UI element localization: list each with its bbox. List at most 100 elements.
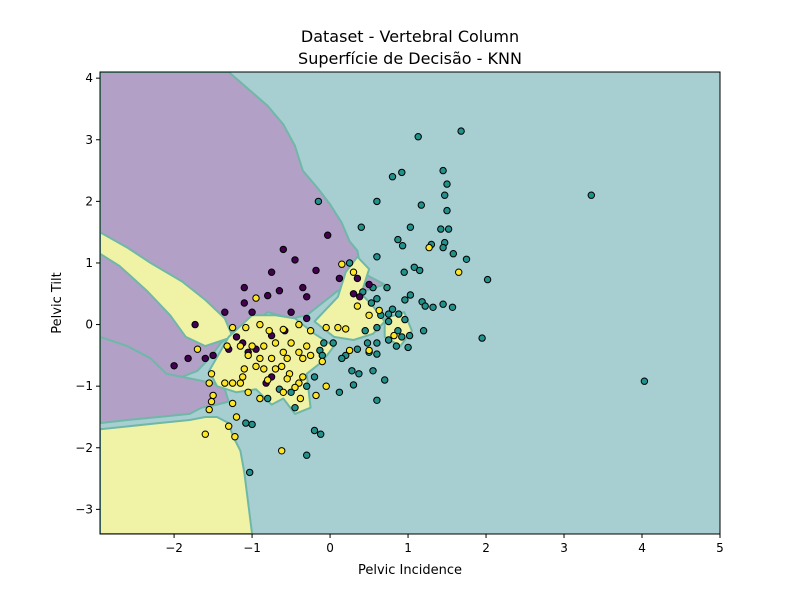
- data-point-class-1: [406, 223, 415, 231]
- data-point-class-0: [303, 293, 311, 301]
- data-point-class-1: [401, 296, 409, 304]
- data-point-class-2: [252, 362, 260, 371]
- data-point-class-2: [455, 268, 463, 276]
- data-point-class-0: [248, 308, 256, 316]
- data-point-class-2: [267, 354, 276, 363]
- data-point-class-1: [246, 468, 254, 477]
- data-point-class-1: [355, 370, 363, 378]
- x-axis-label: Pelvic Incidence: [358, 563, 462, 578]
- data-point-class-2: [306, 351, 315, 360]
- data-point-class-2: [228, 399, 237, 408]
- y-tick-label: 1: [85, 256, 93, 270]
- data-point-class-2: [240, 365, 249, 373]
- data-point-class-2: [312, 391, 320, 400]
- plot-area: [100, 72, 720, 534]
- data-point-class-2: [221, 379, 229, 387]
- data-point-class-0: [240, 283, 249, 292]
- data-point-class-2: [296, 394, 305, 403]
- data-point-class-0: [356, 293, 364, 301]
- data-point-class-0: [353, 274, 362, 283]
- y-axis: −3 −2 −1 0 1 2 3 4: [75, 71, 100, 516]
- data-point-class-1: [348, 367, 356, 375]
- data-point-class-2: [299, 354, 307, 363]
- data-point-class-0: [312, 266, 320, 275]
- data-point-class-2: [205, 379, 213, 387]
- data-point-class-1: [291, 404, 299, 412]
- data-point-class-1: [373, 339, 381, 347]
- data-point-class-1: [383, 283, 391, 292]
- data-point-class-2: [209, 391, 217, 400]
- x-tick-label: 5: [716, 541, 724, 555]
- data-point-class-0: [170, 362, 178, 370]
- x-tick-label: 3: [560, 541, 568, 555]
- data-point-class-2: [207, 370, 216, 378]
- data-point-class-1: [404, 343, 412, 352]
- decision-region-class-2: [100, 231, 234, 348]
- data-point-class-1: [421, 302, 429, 310]
- data-point-class-1: [417, 201, 425, 209]
- data-point-class-1: [392, 342, 401, 350]
- data-point-class-1: [303, 382, 311, 390]
- decision-region-class-2: [100, 416, 254, 534]
- data-point-class-1: [384, 310, 393, 318]
- data-point-class-1: [478, 334, 486, 342]
- data-point-class-1: [369, 367, 377, 375]
- data-point-class-1: [443, 206, 451, 215]
- data-point-class-2: [278, 447, 286, 455]
- data-point-class-2: [279, 388, 287, 396]
- data-point-class-1: [303, 451, 311, 459]
- data-point-class-0: [335, 274, 344, 283]
- data-point-class-0: [232, 333, 241, 341]
- data-point-class-1: [416, 266, 424, 275]
- data-point-class-0: [267, 268, 276, 276]
- plot-frame: [99, 71, 721, 535]
- y-tick-label: 4: [85, 71, 93, 85]
- data-point-class-1: [388, 305, 397, 313]
- chart-title: Dataset - Vertebral Column: [301, 27, 519, 46]
- x-tick-label: 1: [404, 541, 412, 555]
- data-point-class-1: [405, 331, 414, 340]
- data-point-class-0: [299, 283, 307, 292]
- data-point-class-0: [291, 256, 299, 264]
- x-tick-label: 0: [326, 541, 334, 555]
- data-point-class-0: [303, 314, 311, 323]
- data-point-class-1: [361, 327, 369, 335]
- data-point-class-1: [384, 317, 393, 326]
- decision-region-class-0: [100, 335, 230, 425]
- data-point-class-2: [299, 373, 307, 381]
- y-tick-label: 3: [85, 133, 93, 147]
- data-point-class-2: [236, 379, 245, 387]
- data-point-class-2: [265, 327, 273, 335]
- data-point-class-2: [375, 306, 383, 315]
- data-point-class-2: [291, 383, 299, 392]
- data-point-class-1: [401, 315, 409, 324]
- data-point-class-0: [349, 290, 358, 298]
- data-point-class-1: [373, 350, 381, 358]
- data-point-class-1: [248, 420, 256, 429]
- data-point-class-1: [439, 243, 447, 252]
- data-point-class-2: [342, 325, 350, 333]
- y-tick-label: −1: [75, 379, 93, 393]
- data-point-class-2: [345, 346, 354, 355]
- data-point-class-1: [410, 263, 418, 271]
- data-point-class-1: [419, 327, 428, 335]
- data-point-class-1: [640, 377, 649, 385]
- data-point-class-2: [256, 354, 264, 363]
- data-point-class-1: [483, 275, 492, 284]
- data-point-class-2: [283, 354, 291, 363]
- data-point-class-1: [443, 180, 451, 188]
- data-point-class-2: [225, 422, 233, 430]
- data-point-class-2: [271, 365, 280, 373]
- data-point-class-2: [295, 348, 303, 356]
- data-point-class-1: [264, 394, 272, 403]
- data-point-class-2: [239, 373, 247, 381]
- data-point-class-0: [365, 280, 373, 289]
- data-point-class-1: [373, 197, 381, 206]
- data-point-class-0: [191, 320, 199, 329]
- data-point-class-2: [260, 365, 268, 373]
- data-point-class-2: [303, 342, 311, 350]
- data-point-class-2: [334, 323, 342, 332]
- data-point-class-1: [329, 339, 337, 347]
- data-point-class-1: [373, 253, 381, 261]
